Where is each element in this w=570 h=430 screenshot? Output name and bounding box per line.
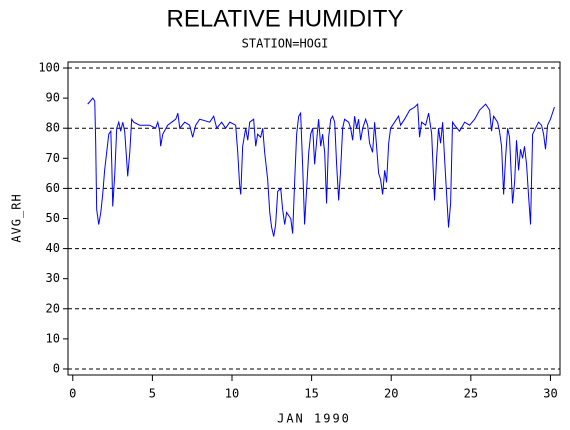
y-tick-label: 80	[46, 121, 60, 135]
y-tick-label: 30	[46, 271, 60, 285]
y-tick-label: 20	[46, 301, 60, 315]
y-axis-label: AVG_RH	[10, 193, 24, 242]
x-tick-label: 30	[543, 387, 557, 401]
y-tick-label: 70	[46, 151, 60, 165]
chart-subtitle: STATION=HOGI	[242, 37, 329, 51]
x-axis-label: JAN 1990	[277, 412, 351, 426]
x-tick-label: 5	[149, 387, 156, 401]
x-tick-label: 25	[464, 387, 478, 401]
y-tick-label: 50	[46, 211, 60, 225]
x-tick-label: 15	[304, 387, 318, 401]
data-line	[87, 97, 555, 237]
x-tick-label: 20	[384, 387, 398, 401]
y-tick-label: 100	[38, 61, 60, 75]
y-tick-label: 0	[53, 361, 60, 375]
y-tick-label: 60	[46, 181, 60, 195]
plot-frame	[67, 61, 561, 376]
chart-title: RELATIVE HUMIDITY	[167, 5, 404, 32]
y-tick-label: 10	[46, 331, 60, 345]
x-tick-label: 10	[225, 387, 239, 401]
x-tick-label: 0	[69, 387, 76, 401]
y-tick-label: 90	[46, 91, 60, 105]
y-tick-label: 40	[46, 241, 60, 255]
